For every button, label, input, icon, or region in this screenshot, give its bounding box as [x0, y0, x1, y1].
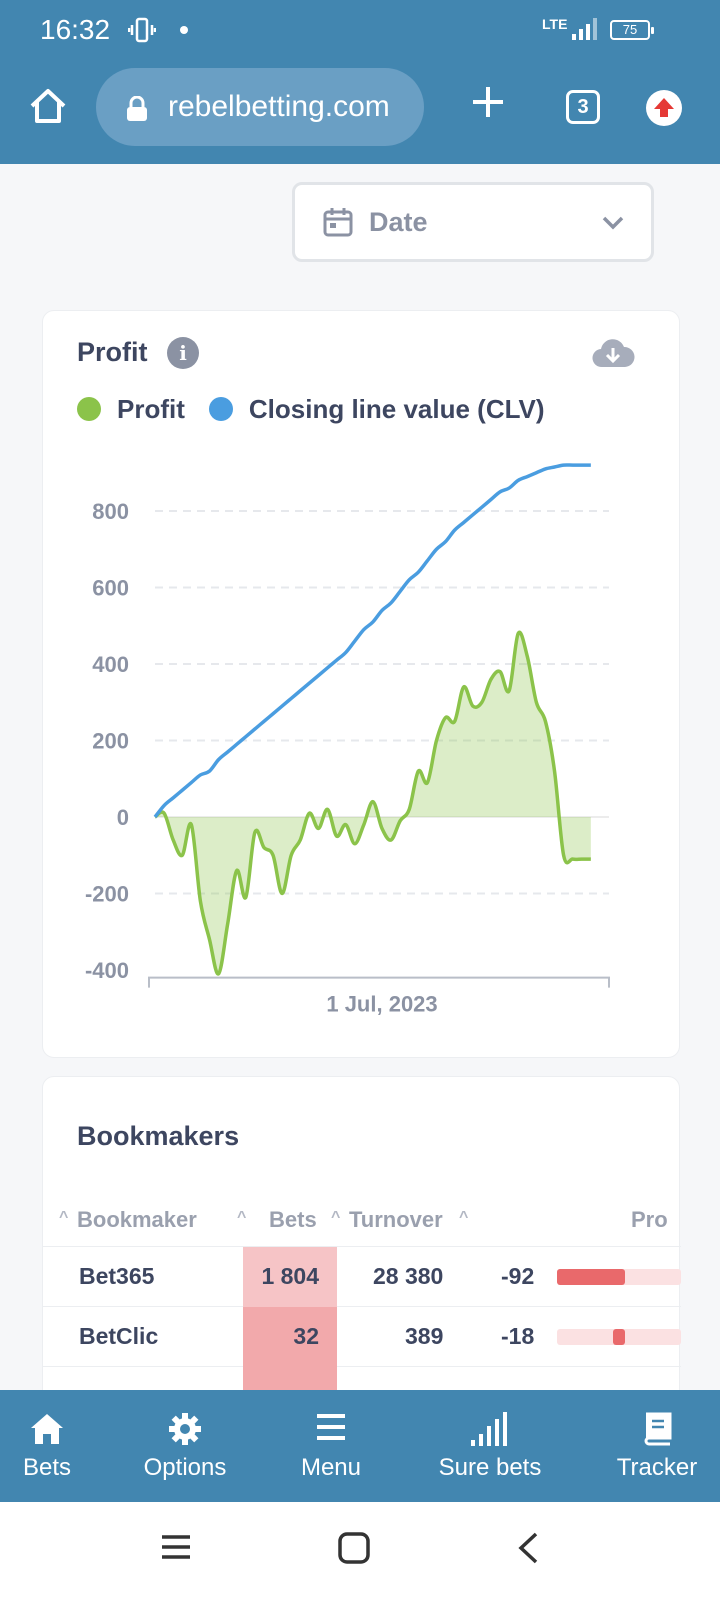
nav-menu[interactable]: Menu	[282, 1390, 380, 1502]
legend-item-clv[interactable]: Closing line value (CLV)	[208, 393, 545, 425]
column-header-turnover[interactable]: Turnover	[349, 1207, 443, 1232]
sort-caret-icon[interactable]: ^	[59, 1209, 69, 1226]
nav-label: Bets	[22, 1454, 72, 1481]
column-header-profit[interactable]: Pro	[631, 1207, 668, 1232]
bets-cell: 32	[243, 1307, 337, 1367]
nav-label: Tracker	[616, 1454, 698, 1481]
profit-bar-fill	[613, 1329, 625, 1345]
notification-dot-icon	[180, 26, 188, 34]
y-tick-label: -400	[85, 958, 129, 983]
profit-cell: -92	[501, 1263, 535, 1289]
y-tick-label: 400	[92, 652, 129, 677]
profit-bar	[557, 1269, 681, 1285]
browser-toolbar: rebelbetting.com 3	[0, 62, 720, 164]
calendar-icon	[323, 207, 353, 242]
table-header: ^ Bookmaker ^ Bets ^ Turnover ^ Pro	[43, 1193, 681, 1247]
sort-caret-icon[interactable]: ^	[331, 1209, 341, 1226]
legend-label-clv: Closing line value (CLV)	[248, 393, 545, 424]
nav-options[interactable]: Options	[126, 1390, 244, 1502]
update-arrow-icon[interactable]	[646, 90, 682, 126]
network-type: LTE	[542, 16, 568, 32]
y-tick-label: 200	[92, 729, 129, 754]
profit-bar-fill	[557, 1269, 625, 1285]
system-home-icon[interactable]	[338, 1532, 370, 1569]
bottom-navigation: Bets Options Menu Sure bets Tracker	[0, 1390, 720, 1502]
y-tick-label: 600	[92, 576, 129, 601]
bets-cell: 1 804	[243, 1247, 337, 1307]
date-select-label: Date	[369, 207, 428, 237]
bookmaker-name: Bet365	[79, 1263, 155, 1289]
y-tick-label: 800	[92, 499, 129, 524]
recent-apps-icon[interactable]	[160, 1532, 192, 1567]
new-tab-icon[interactable]	[470, 84, 506, 125]
status-bar: 16:32 LTE 75	[0, 0, 720, 62]
bookmaker-name: BetClic	[79, 1323, 159, 1349]
turnover-cell: 389	[405, 1323, 444, 1349]
battery-indicator: 75	[610, 20, 654, 40]
address-bar[interactable]: rebelbetting.com	[96, 68, 424, 146]
legend-item-profit[interactable]: Profit	[77, 394, 185, 425]
profit-bar	[557, 1329, 681, 1345]
sort-caret-icon[interactable]: ^	[459, 1209, 469, 1226]
x-tick-label: 1 Jul, 2023	[326, 992, 437, 1017]
legend-label-profit: Profit	[117, 393, 185, 424]
y-tick-label: -200	[85, 882, 129, 907]
signal-bars-icon	[471, 1412, 509, 1453]
column-header-bookmaker[interactable]: Bookmaker	[77, 1207, 197, 1232]
menu-icon	[315, 1412, 347, 1449]
clv-line	[153, 463, 591, 819]
info-icon[interactable]: i	[167, 337, 199, 369]
browser-home-icon[interactable]	[28, 86, 68, 131]
column-header-bets[interactable]: Bets	[269, 1207, 317, 1232]
gear-icon	[168, 1412, 202, 1453]
y-tick-label: 0	[117, 805, 129, 830]
nav-label: Menu	[300, 1454, 362, 1481]
address-url: rebelbetting.com	[168, 90, 390, 123]
profit-card-title: Profit	[77, 337, 148, 367]
page-content: Date Profit i Profit Closing line value …	[0, 164, 720, 1390]
bookmakers-table: ^ Bookmaker ^ Bets ^ Turnover ^ Pro Bet3…	[43, 1193, 681, 1390]
turnover-cell: 28 380	[373, 1263, 444, 1289]
download-cloud-icon[interactable]	[591, 339, 635, 374]
profit-card: Profit i Profit Closing line value (CLV)…	[42, 310, 680, 1058]
nav-label: Options	[143, 1454, 227, 1481]
profit-cell: -18	[501, 1323, 535, 1349]
table-row[interactable]: BetClic 32 389 -18	[43, 1307, 681, 1367]
tab-count-button[interactable]: 3	[566, 90, 600, 124]
table-row[interactable]	[43, 1367, 681, 1390]
vibrate-icon	[127, 16, 157, 49]
system-navigation-bar	[0, 1502, 720, 1600]
status-time: 16:32	[40, 14, 111, 45]
book-icon	[642, 1412, 672, 1453]
bets-cell	[243, 1367, 337, 1390]
date-select[interactable]: Date	[292, 182, 654, 262]
nav-bets[interactable]: Bets	[0, 1390, 94, 1502]
chart-legend: Profit Closing line value (CLV)	[77, 391, 569, 427]
table-row[interactable]: Bet365 1 804 28 380 -92	[43, 1247, 681, 1307]
bookmakers-card: Bookmakers ^ Bookmaker ^ Bets ^ Turnover…	[42, 1076, 681, 1390]
sort-caret-icon[interactable]: ^	[237, 1209, 247, 1226]
signal-icon	[572, 18, 598, 45]
lock-icon	[126, 95, 148, 127]
x-axis	[148, 976, 610, 988]
nav-label: Sure bets	[438, 1454, 542, 1481]
legend-dot-profit	[77, 397, 101, 421]
profit-chart[interactable]: 800 600 400 200 0 -200 -400 1 Jul, 2023	[43, 441, 681, 1021]
chevron-down-icon	[601, 215, 625, 236]
bookmakers-title: Bookmakers	[77, 1121, 240, 1151]
profit-line	[153, 630, 591, 976]
nav-sure-bets[interactable]: Sure bets	[420, 1390, 560, 1502]
legend-dot-clv	[208, 397, 233, 421]
nav-tracker[interactable]: Tracker	[600, 1390, 714, 1502]
home-icon	[29, 1412, 65, 1453]
back-icon[interactable]	[516, 1532, 540, 1569]
